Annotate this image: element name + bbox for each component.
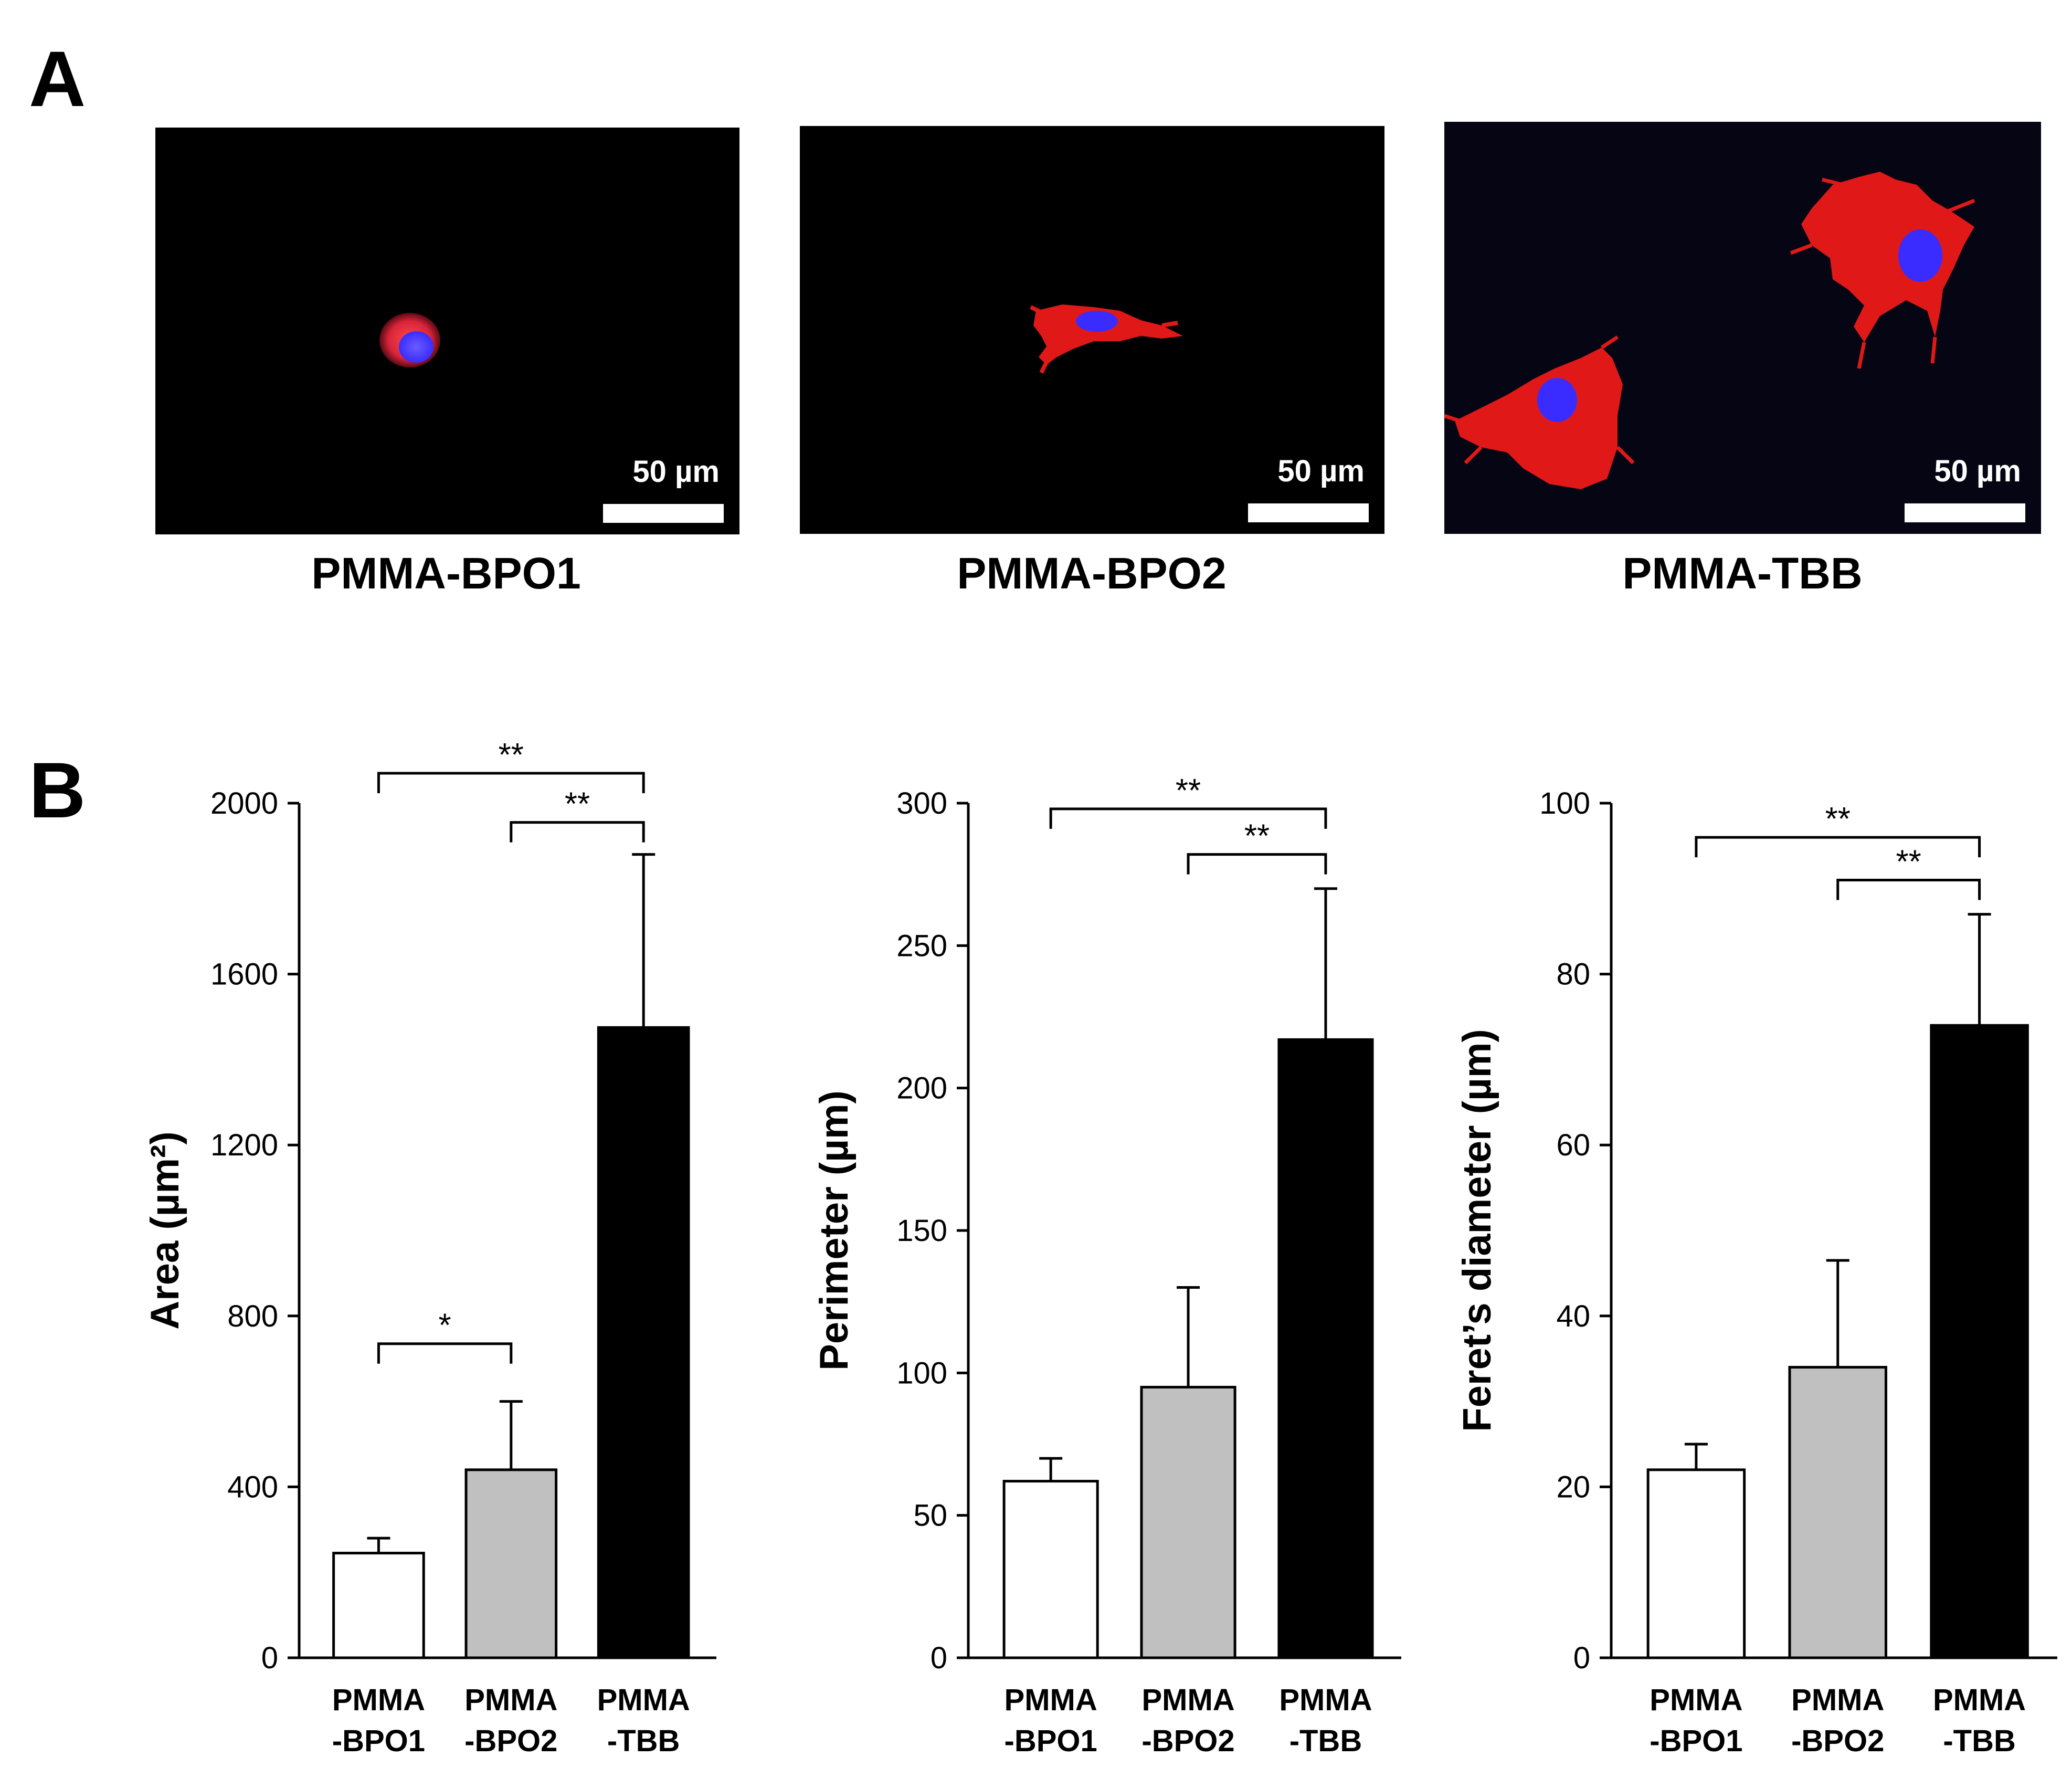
category-label: PMMA xyxy=(1791,1683,1884,1717)
cell-image-bpo1 xyxy=(379,313,440,367)
micrograph-pmma-bpo2: 50 µm xyxy=(800,126,1384,534)
bar xyxy=(597,1026,690,1659)
y-tick-label: 80 xyxy=(1556,958,1590,992)
y-tick-label: 0 xyxy=(1573,1641,1590,1675)
significance-label: ** xyxy=(565,786,590,823)
category-label: -BPO1 xyxy=(1005,1724,1097,1758)
category-label: -BPO2 xyxy=(1141,1724,1234,1758)
category-label: -BPO1 xyxy=(1650,1724,1742,1758)
category-label: PMMA xyxy=(332,1683,425,1717)
category-label: -TBB xyxy=(607,1724,680,1758)
bar xyxy=(332,1552,425,1659)
bar xyxy=(1140,1385,1236,1659)
y-tick-label: 800 xyxy=(227,1299,278,1333)
significance-label: ** xyxy=(499,737,524,773)
y-tick-label: 250 xyxy=(896,929,947,963)
significance-bracket xyxy=(1187,853,1327,875)
feret-diameter-chart-svg: 0 20 40 60 80 100 Feret’s diameter (µm) PMMA -BP… xyxy=(1455,786,2057,1758)
y-tick-label: 400 xyxy=(227,1470,278,1504)
y-axis-label: Feret’s diameter (µm) xyxy=(1455,1029,1499,1432)
bar xyxy=(1930,1024,2029,1659)
y-axis-label: Perimeter (µm) xyxy=(812,1090,857,1371)
y-tick-label: 200 xyxy=(896,1071,947,1106)
y-tick-label: 100 xyxy=(896,1356,947,1390)
significance-bracket xyxy=(377,772,645,794)
y-tick-label: 60 xyxy=(1556,1128,1590,1162)
category-label: PMMA xyxy=(1141,1683,1234,1717)
significance-bracket xyxy=(1049,807,1327,829)
y-tick-label: 50 xyxy=(913,1499,947,1533)
bar xyxy=(464,1468,558,1659)
y-tick-label: 20 xyxy=(1556,1470,1590,1504)
bar xyxy=(1646,1468,1746,1659)
significance-bracket xyxy=(377,1342,513,1364)
category-label: PMMA xyxy=(464,1683,557,1717)
scale-bar-label: 50 µm xyxy=(632,455,720,489)
y-tick-label: 150 xyxy=(896,1214,947,1248)
y-tick-label: 0 xyxy=(261,1641,278,1675)
significance-label: ** xyxy=(1176,773,1201,809)
micrograph-pmma-tbb: 50 µm xyxy=(1444,122,2041,534)
significance-label: * xyxy=(439,1308,451,1344)
category-label: PMMA xyxy=(1279,1683,1372,1717)
micrograph-caption: PMMA-BPO1 xyxy=(311,549,581,598)
category-label: -TBB xyxy=(1943,1724,2016,1758)
scale-bar-label: 50 µm xyxy=(1934,454,2021,488)
significance-label: ** xyxy=(1244,818,1270,855)
y-tick-label: 40 xyxy=(1556,1299,1590,1333)
y-tick-label: 100 xyxy=(1539,786,1590,820)
significance-label: ** xyxy=(1896,844,1921,880)
y-tick-label: 1200 xyxy=(210,1128,278,1162)
significance-label: ** xyxy=(1825,801,1851,837)
bar xyxy=(1277,1038,1374,1659)
y-tick-label: 300 xyxy=(896,786,947,820)
micrograph-pmma-bpo1: 50 µm xyxy=(155,128,739,534)
significance-bracket xyxy=(510,821,645,843)
panel-b-label: B xyxy=(29,746,86,834)
scale-bar xyxy=(1248,503,1369,522)
bar xyxy=(1002,1480,1099,1659)
y-tick-label: 2000 xyxy=(210,786,278,820)
feret-diameter-chart: 0 20 40 60 80 100 Feret’s diameter (µm) PMMA -BP… xyxy=(1407,724,2072,1774)
y-tick-label: 0 xyxy=(931,1641,947,1675)
category-label: PMMA xyxy=(1650,1683,1742,1717)
scale-bar-label: 50 µm xyxy=(1277,454,1365,488)
significance-bracket xyxy=(1695,836,1981,858)
micrograph-caption: PMMA-TBB xyxy=(1622,549,1863,598)
category-label: -BPO1 xyxy=(332,1724,425,1758)
significance-bracket xyxy=(1836,879,1981,900)
cell-image-bpo2 xyxy=(1030,304,1183,374)
panel-a-label: A xyxy=(29,35,86,123)
micrograph-caption: PMMA-BPO2 xyxy=(957,549,1227,598)
cell-image-tbb xyxy=(1444,122,2041,534)
scale-bar xyxy=(603,504,724,523)
category-label: PMMA xyxy=(597,1683,690,1717)
y-tick-label: 1600 xyxy=(210,958,278,992)
perimeter-chart: 0 50 100 150 200 250 300 Perimeter (µm) PMMA -BPO… xyxy=(750,724,1433,1774)
perimeter-chart-svg: 0 50 100 150 200 250 300 Perimeter (µm) PMMA -BPO… xyxy=(812,773,1401,1758)
area-chart-svg: 0 400 800 1200 1600 2000 Area (µm²) PMMA -BPO1 PM… xyxy=(143,737,716,1758)
bar xyxy=(1788,1365,1887,1659)
scale-bar xyxy=(1905,503,2025,522)
y-axis-label: Area (µm²) xyxy=(143,1131,187,1329)
category-label: -BPO2 xyxy=(1791,1724,1884,1758)
category-label: PMMA xyxy=(1005,1683,1097,1717)
category-label: PMMA xyxy=(1933,1683,2026,1717)
area-chart: 0 400 800 1200 1600 2000 Area (µm²) PMMA -BPO1 PM… xyxy=(68,724,750,1774)
category-label: -TBB xyxy=(1289,1724,1362,1758)
category-label: -BPO2 xyxy=(464,1724,557,1758)
